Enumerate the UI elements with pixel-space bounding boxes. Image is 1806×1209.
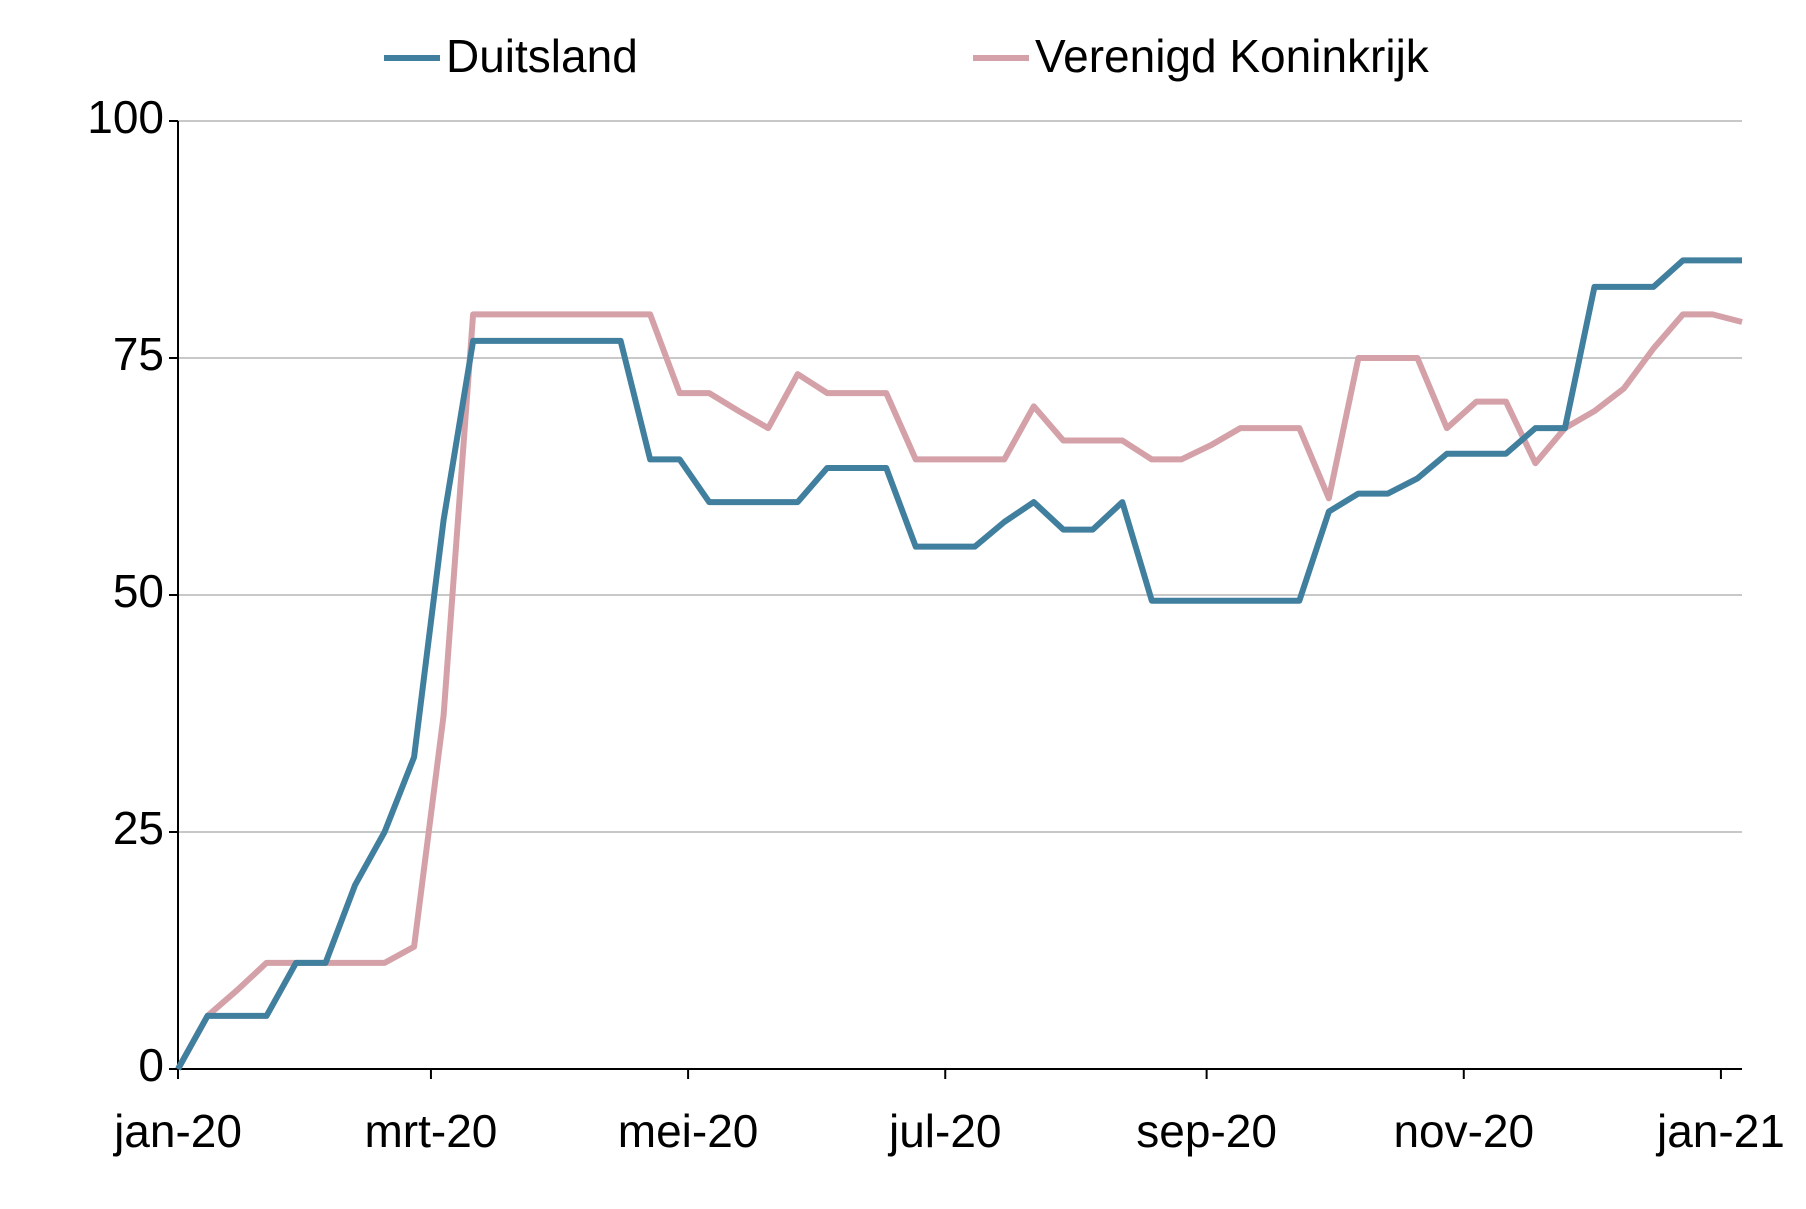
data-line [175, 311, 1743, 1071]
y-tick-label: 0 [138, 1039, 164, 1091]
x-tick-label: jul-20 [887, 1105, 1002, 1157]
y-tick-label: 25 [113, 802, 164, 854]
legend-label: Duitsland [446, 30, 638, 82]
x-tick-label: mrt-20 [364, 1105, 497, 1157]
y-tick-label: 50 [113, 565, 164, 617]
data-line [175, 257, 1742, 1071]
x-tick-label: jan-20 [112, 1105, 242, 1157]
x-tick-label: mei-20 [618, 1105, 759, 1157]
x-tick-label: nov-20 [1393, 1105, 1534, 1157]
y-tick-label: 75 [113, 328, 164, 380]
x-tick-label: sep-20 [1136, 1105, 1277, 1157]
x-tick-label: jan-21 [1655, 1105, 1785, 1157]
y-tick-label: 100 [87, 91, 164, 143]
legend-label: Verenigd Koninkrijk [1035, 30, 1430, 82]
